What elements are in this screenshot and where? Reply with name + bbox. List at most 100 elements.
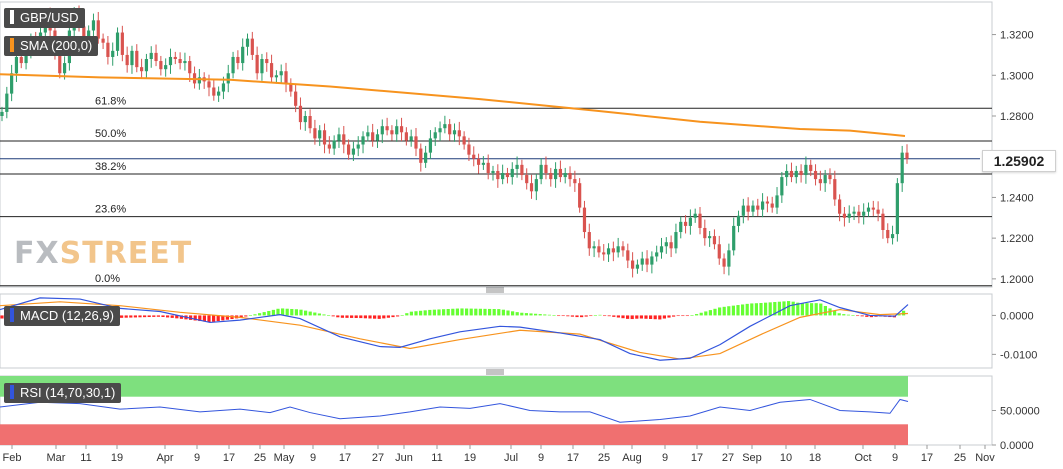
- macd-histogram-bar: [138, 315, 142, 318]
- macd-histogram-bar: [244, 315, 248, 317]
- x-tick-label: 25: [598, 452, 610, 464]
- candle-body: [197, 77, 201, 84]
- macd-histogram-bar: [603, 315, 607, 317]
- macd-label: MACD (12,26,9): [4, 306, 120, 326]
- macd-histogram-bar: [221, 315, 225, 321]
- fib-label: 50.0%: [95, 128, 126, 140]
- macd-histogram-bar: [474, 308, 478, 316]
- macd-histogram-bar: [156, 315, 160, 317]
- macd-histogram-bar: [405, 313, 409, 316]
- macd-histogram-bar: [851, 315, 855, 316]
- macd-histogram-bar: [616, 315, 620, 318]
- macd-histogram-bar: [340, 315, 344, 318]
- candle-body: [900, 152, 904, 184]
- x-tick-label: Mar: [47, 452, 66, 464]
- candle-body: [125, 54, 129, 66]
- candle-body: [255, 54, 259, 74]
- macd-histogram-bar: [524, 313, 528, 316]
- candle-body: [404, 132, 408, 141]
- candle-body: [698, 213, 702, 228]
- candle-body: [140, 67, 144, 72]
- candle-body: [794, 170, 798, 178]
- macd-histogram-bar: [400, 315, 404, 316]
- candle-body: [457, 130, 461, 137]
- candle-body: [616, 246, 620, 253]
- candle-body: [775, 195, 779, 208]
- candle-body: [130, 50, 134, 66]
- macd-histogram-bar: [856, 315, 860, 317]
- macd-histogram-bar: [313, 312, 317, 316]
- x-tick-label: Jul: [504, 452, 518, 464]
- macd-swatch: [10, 308, 14, 322]
- candle-body: [443, 124, 447, 129]
- macd-histogram-bar: [202, 315, 206, 322]
- candle-body: [173, 56, 177, 59]
- macd-histogram-bar: [451, 308, 455, 316]
- candle-body: [101, 38, 105, 43]
- candle-body: [866, 207, 871, 212]
- candle-body: [231, 56, 235, 74]
- candle-body: [250, 38, 254, 55]
- macd-histogram-bar: [161, 315, 165, 317]
- macd-histogram-bar: [419, 310, 423, 316]
- candle-body: [375, 134, 380, 141]
- candle-body: [236, 56, 240, 64]
- candle-body: [804, 164, 808, 176]
- macd-histogram-bar: [672, 315, 676, 317]
- macd-histogram-bar: [488, 308, 492, 316]
- x-tick-label: 18: [809, 452, 821, 464]
- macd-histogram-bar: [258, 313, 262, 316]
- rsi-tick-label: 0.0000: [1000, 440, 1034, 452]
- candle-body: [501, 173, 505, 180]
- x-tick-label: 9: [538, 452, 544, 464]
- x-tick-label: 10: [780, 452, 792, 464]
- macd-histogram-bar: [133, 315, 137, 318]
- candle-body: [727, 250, 731, 267]
- macd-histogram-bar: [299, 309, 303, 316]
- macd-histogram-bar: [460, 308, 464, 316]
- candle-body: [553, 168, 558, 180]
- macd-histogram-bar: [557, 315, 561, 317]
- macd-histogram-bar: [690, 315, 694, 316]
- candle-body: [732, 225, 736, 251]
- macd-histogram-bar: [566, 315, 570, 317]
- macd-histogram-bar: [699, 312, 703, 316]
- macd-histogram-bar: [869, 315, 873, 318]
- macd-histogram-bar: [216, 315, 220, 322]
- candle-body: [409, 136, 413, 141]
- macd-histogram-bar: [179, 315, 183, 319]
- candle-body: [491, 170, 495, 173]
- candle-body: [342, 134, 346, 145]
- candle-body: [568, 173, 572, 180]
- candle-body: [371, 132, 375, 141]
- x-tick-label: 17: [921, 452, 933, 464]
- candle-body: [602, 252, 606, 255]
- x-tick-label: 17: [691, 452, 703, 464]
- candle-body: [650, 256, 654, 265]
- macd-histogram-bar: [580, 315, 584, 318]
- x-tick-label: Oct: [854, 452, 871, 464]
- rsi-tick-label: 50.0000: [1000, 406, 1040, 418]
- macd-histogram-bar: [276, 308, 280, 316]
- macd-histogram-bar: [170, 315, 174, 318]
- candle-body: [313, 128, 317, 139]
- candle-body: [842, 213, 847, 218]
- candle-body: [765, 201, 769, 204]
- macd-histogram-bar: [796, 302, 800, 316]
- candle-body: [318, 130, 322, 139]
- macd-histogram-bar: [547, 314, 551, 316]
- macd-histogram-bar: [478, 308, 482, 316]
- price-tick-label: 1.2400: [1000, 192, 1034, 204]
- candle-body: [260, 59, 264, 74]
- candle-body: [587, 232, 591, 249]
- candle-body: [558, 168, 563, 178]
- candle-body: [467, 144, 471, 155]
- macd-histogram-bar: [837, 313, 841, 316]
- candle-body: [135, 50, 139, 68]
- macd-histogram-bar: [722, 306, 726, 316]
- candle-body: [780, 177, 784, 196]
- candle-body: [611, 248, 615, 253]
- candle-body: [606, 248, 611, 255]
- price-panel: [0, 1, 993, 288]
